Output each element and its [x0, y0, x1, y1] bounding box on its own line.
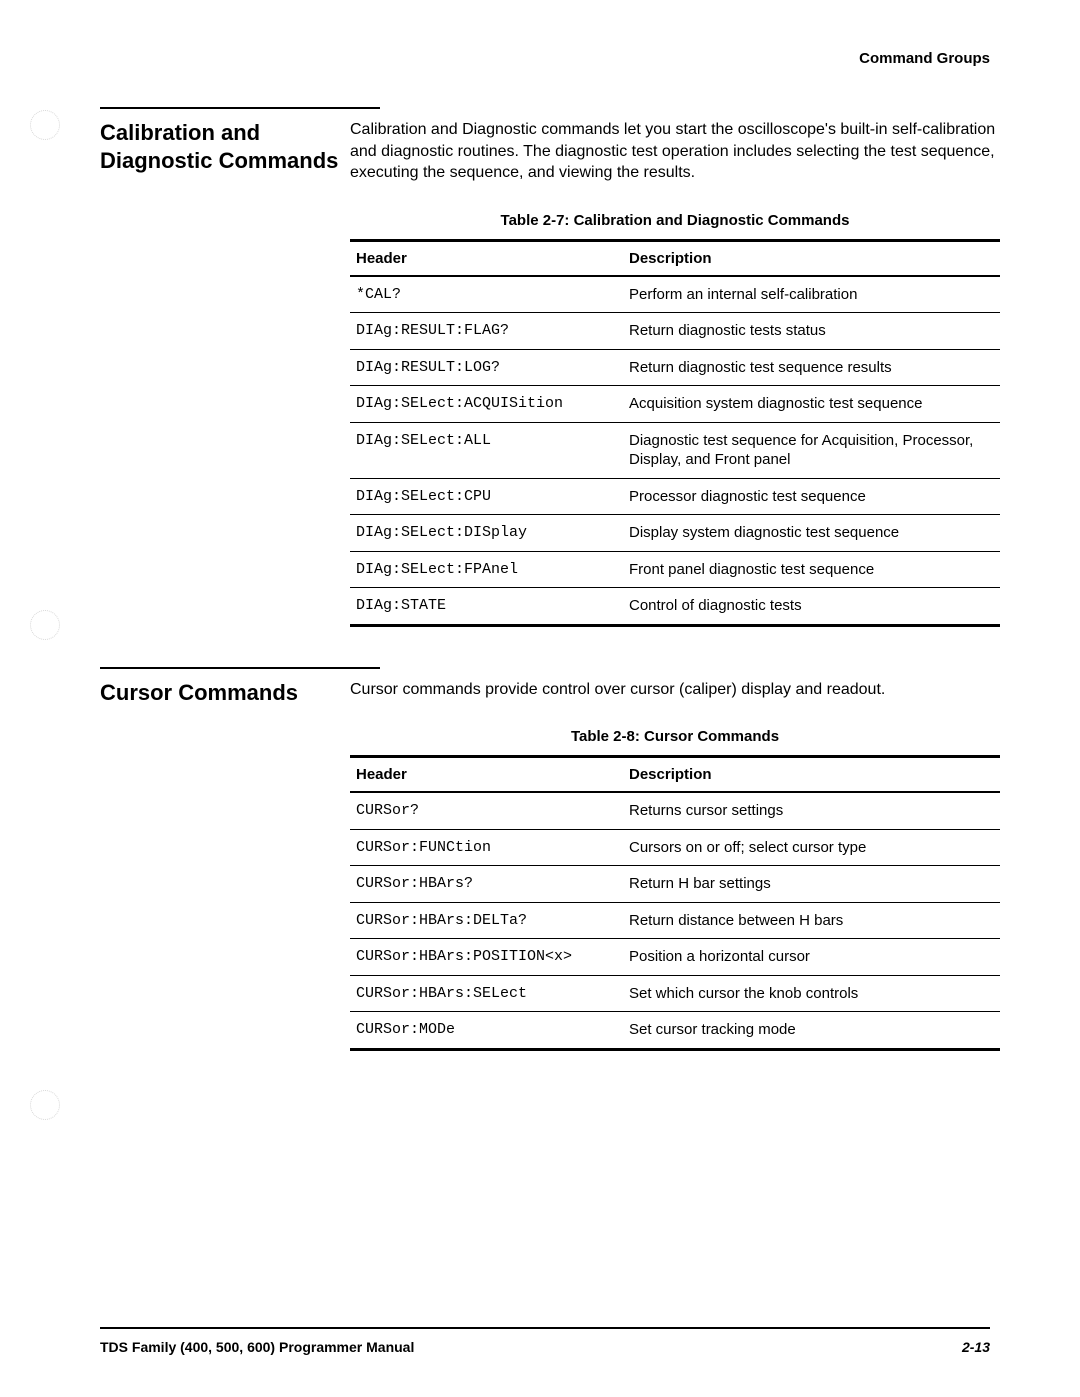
cmd-description: Display system diagnostic test sequence [623, 515, 1000, 552]
table-row: DIAg:SELect:CPUProcessor diagnostic test… [350, 478, 1000, 515]
table-row: DIAg:RESULT:LOG?Return diagnostic test s… [350, 349, 1000, 386]
section-intro: Calibration and Diagnostic commands let … [350, 119, 1000, 184]
cmd-header: DIAg:SELect:ACQUISition [350, 386, 623, 423]
column-header: Description [623, 240, 1000, 276]
column-header: Description [623, 757, 1000, 793]
cmd-header: DIAg:STATE [350, 588, 623, 626]
section-heading: Calibration and Diagnostic Commands [100, 119, 340, 174]
table-row: DIAg:SELect:FPAnelFront panel diagnostic… [350, 551, 1000, 588]
table-caption: Table 2-8: Cursor Commands [350, 728, 1000, 745]
table-row: DIAg:SELect:ALLDiagnostic test sequence … [350, 422, 1000, 478]
cmd-description: Return H bar settings [623, 866, 1000, 903]
page-header: Command Groups [60, 50, 1000, 67]
cmd-header: CURSor:HBArs:DELTa? [350, 902, 623, 939]
section-calibration: Calibration and Diagnostic Commands Cali… [60, 119, 1000, 627]
cmd-description: Return diagnostic test sequence results [623, 349, 1000, 386]
cmd-description: Set cursor tracking mode [623, 1012, 1000, 1050]
table-row: DIAg:SELect:ACQUISitionAcquisition syste… [350, 386, 1000, 423]
cmd-description: Front panel diagnostic test sequence [623, 551, 1000, 588]
cmd-header: DIAg:SELect:ALL [350, 422, 623, 478]
cmd-description: Control of diagnostic tests [623, 588, 1000, 626]
table-row: CURSor:HBArs:DELTa?Return distance betwe… [350, 902, 1000, 939]
cmd-header: CURSor:HBArs? [350, 866, 623, 903]
cmd-header: DIAg:SELect:CPU [350, 478, 623, 515]
cmd-description: Returns cursor settings [623, 792, 1000, 829]
table-row: CURSor:FUNCtionCursors on or off; select… [350, 829, 1000, 866]
table-row: CURSor:HBArs:POSITION<x>Position a horiz… [350, 939, 1000, 976]
table-row: DIAg:RESULT:FLAG?Return diagnostic tests… [350, 313, 1000, 350]
section-divider [100, 107, 380, 109]
cmd-header: CURSor:MODe [350, 1012, 623, 1050]
table-row: *CAL?Perform an internal self-calibratio… [350, 276, 1000, 313]
cmd-header: DIAg:SELect:DISplay [350, 515, 623, 552]
cmd-header: CURSor? [350, 792, 623, 829]
page-footer: TDS Family (400, 500, 600) Programmer Ma… [100, 1327, 990, 1355]
cmd-header: CURSor:HBArs:POSITION<x> [350, 939, 623, 976]
section-intro: Cursor commands provide control over cur… [350, 679, 1000, 701]
column-header: Header [350, 757, 623, 793]
cmd-header: CURSor:HBArs:SELect [350, 975, 623, 1012]
cmd-description: Position a horizontal cursor [623, 939, 1000, 976]
section-cursor: Cursor Commands Cursor commands provide … [60, 679, 1000, 1051]
cmd-description: Perform an internal self-calibration [623, 276, 1000, 313]
cmd-description: Diagnostic test sequence for Acquisition… [623, 422, 1000, 478]
cmd-header: DIAg:RESULT:LOG? [350, 349, 623, 386]
hole-punch-mark [30, 110, 60, 140]
cmd-header: CURSor:FUNCtion [350, 829, 623, 866]
calibration-table: Header Description *CAL?Perform an inter… [350, 239, 1000, 627]
cmd-description: Return diagnostic tests status [623, 313, 1000, 350]
table-row: DIAg:STATEControl of diagnostic tests [350, 588, 1000, 626]
cmd-header: DIAg:SELect:FPAnel [350, 551, 623, 588]
table-row: CURSor:HBArs?Return H bar settings [350, 866, 1000, 903]
cmd-description: Processor diagnostic test sequence [623, 478, 1000, 515]
page-number: 2-13 [962, 1339, 990, 1355]
table-row: DIAg:SELect:DISplayDisplay system diagno… [350, 515, 1000, 552]
table-row: CURSor:HBArs:SELectSet which cursor the … [350, 975, 1000, 1012]
cursor-table: Header Description CURSor?Returns cursor… [350, 755, 1000, 1051]
cmd-description: Return distance between H bars [623, 902, 1000, 939]
hole-punch-mark [30, 610, 60, 640]
section-heading: Cursor Commands [100, 679, 340, 707]
cmd-header: DIAg:RESULT:FLAG? [350, 313, 623, 350]
cmd-description: Set which cursor the knob controls [623, 975, 1000, 1012]
table-row: CURSor?Returns cursor settings [350, 792, 1000, 829]
hole-punch-mark [30, 1090, 60, 1120]
footer-title: TDS Family (400, 500, 600) Programmer Ma… [100, 1339, 414, 1355]
cmd-description: Acquisition system diagnostic test seque… [623, 386, 1000, 423]
table-row: CURSor:MODeSet cursor tracking mode [350, 1012, 1000, 1050]
column-header: Header [350, 240, 623, 276]
cmd-header: *CAL? [350, 276, 623, 313]
table-caption: Table 2-7: Calibration and Diagnostic Co… [350, 212, 1000, 229]
cmd-description: Cursors on or off; select cursor type [623, 829, 1000, 866]
section-divider [100, 667, 380, 669]
